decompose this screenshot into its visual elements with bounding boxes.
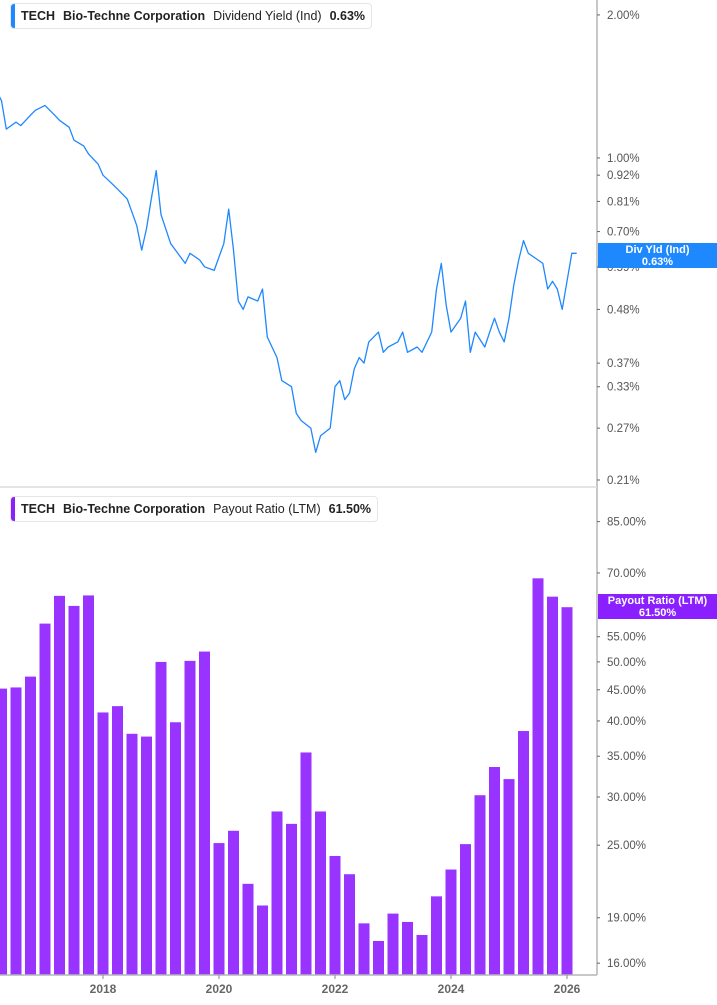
- payout-bar: [39, 623, 51, 975]
- payout-bar: [10, 687, 22, 975]
- payout-bar: [242, 883, 254, 975]
- dividend-yield-line: [0, 96, 577, 454]
- legend-dividend-yield: TECH Bio-Techne Corporation Dividend Yie…: [10, 3, 373, 29]
- tag-value: 0.63%: [641, 256, 674, 268]
- payout-bar: [286, 823, 297, 975]
- payout-bar: [199, 651, 210, 975]
- payout-bar: [0, 688, 7, 975]
- payout-bar: [141, 736, 152, 975]
- payout-bar: [83, 595, 94, 975]
- payout-bar: [460, 844, 471, 975]
- tag-label: Div Yld (Ind): [625, 244, 690, 256]
- x-tick-label: 2018: [90, 982, 117, 996]
- payout-bar: [315, 811, 326, 975]
- payout-bar: [503, 779, 515, 975]
- payout-bar: [97, 712, 109, 975]
- payout-bar: [387, 913, 399, 975]
- payout-bar: [547, 596, 558, 975]
- payout-bar: [344, 874, 355, 975]
- y-tick-label: 35.00%: [607, 751, 646, 763]
- y-tick-label: 0.27%: [607, 423, 640, 435]
- payout-bar: [213, 843, 225, 975]
- tag-value: 61.50%: [638, 607, 677, 619]
- payout-bar: [155, 661, 167, 975]
- payout-bar: [170, 722, 181, 975]
- y-tick-label: 0.33%: [607, 382, 640, 394]
- payout-bar: [532, 578, 544, 975]
- y-tick-label: 19.00%: [607, 913, 646, 925]
- payout-bar: [474, 795, 486, 975]
- payout-bar: [445, 869, 457, 975]
- payout-bar: [416, 934, 428, 975]
- payout-bar: [271, 811, 283, 975]
- y-tick-label: 85.00%: [607, 517, 646, 529]
- payout-bar: [402, 921, 413, 975]
- legend-ticker: TECH: [21, 9, 56, 23]
- y-tick-label: 70.00%: [607, 568, 646, 580]
- series-color-marker: [11, 497, 15, 521]
- y-tick-label: 55.00%: [607, 632, 646, 644]
- legend-payout-ratio: TECH Bio-Techne Corporation Payout Ratio…: [10, 496, 379, 522]
- payout-bar: [228, 830, 239, 975]
- y-tick-label: 45.00%: [607, 685, 646, 697]
- legend-value: 0.63%: [329, 9, 366, 23]
- legend-ticker: TECH: [21, 502, 56, 516]
- payout-bar: [68, 605, 80, 975]
- y-tick-label: 0.21%: [607, 475, 640, 487]
- x-tick-label: 2022: [322, 982, 349, 996]
- x-tick-label: 2024: [438, 982, 465, 996]
- legend-metric: Dividend Yield (Ind): [213, 9, 322, 23]
- payout-bar: [184, 660, 196, 975]
- payout-bar: [431, 896, 442, 975]
- y-tick-label: 0.37%: [607, 358, 640, 370]
- legend-value: 61.50%: [328, 502, 372, 516]
- series-color-marker: [11, 4, 15, 28]
- y-tick-label: 16.00%: [607, 958, 646, 970]
- payout-bar: [489, 767, 500, 975]
- y-tick-label: 40.00%: [607, 716, 646, 728]
- y-tick-label: 0.48%: [607, 304, 640, 316]
- legend-metric: Payout Ratio (LTM): [213, 502, 321, 516]
- y-tick-label: 0.70%: [607, 227, 640, 239]
- payout-bar: [561, 607, 573, 975]
- dividend-yield-value-tag: Div Yld (Ind) 0.63%: [598, 243, 717, 268]
- payout-bar: [373, 940, 384, 975]
- y-tick-label: 0.92%: [607, 170, 640, 182]
- payout-bar: [300, 752, 312, 975]
- payout-bar: [25, 676, 36, 975]
- legend-company: Bio-Techne Corporation: [63, 502, 206, 516]
- legend-company: Bio-Techne Corporation: [63, 9, 206, 23]
- payout-bar: [112, 706, 123, 975]
- tag-label: Payout Ratio (LTM): [607, 595, 708, 607]
- payout-bar: [54, 595, 65, 975]
- payout-bar: [126, 733, 138, 975]
- y-tick-label: 2.00%: [607, 10, 640, 22]
- payout-bar: [329, 855, 341, 975]
- y-tick-label: 0.81%: [607, 196, 640, 208]
- payout-ratio-value-tag: Payout Ratio (LTM) 61.50%: [598, 594, 717, 619]
- y-tick-label: 50.00%: [607, 657, 646, 669]
- y-tick-label: 30.00%: [607, 792, 646, 804]
- y-tick-label: 25.00%: [607, 840, 646, 852]
- x-tick-label: 2026: [554, 982, 581, 996]
- payout-bar: [257, 905, 268, 975]
- payout-bar: [518, 731, 529, 975]
- x-tick-label: 2020: [206, 982, 233, 996]
- payout-bar: [358, 923, 370, 975]
- y-tick-label: 1.00%: [607, 153, 640, 165]
